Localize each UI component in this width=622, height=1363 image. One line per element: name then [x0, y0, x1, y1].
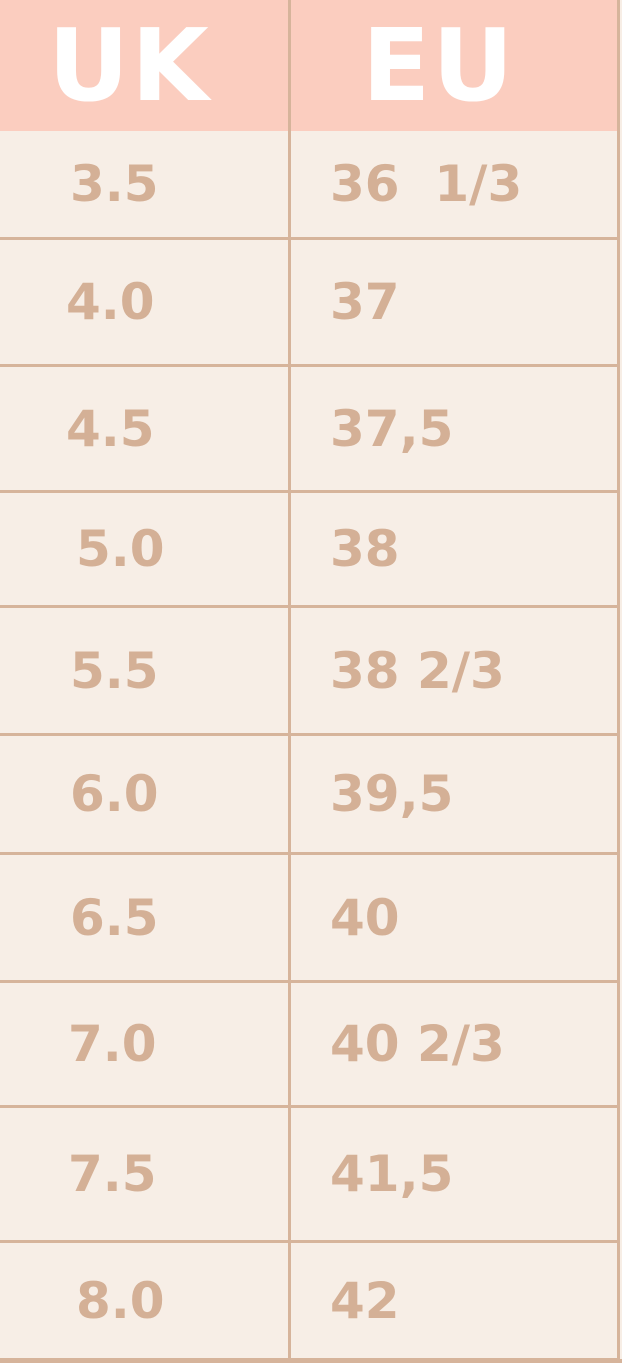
table-row: 4.5 37,5: [0, 367, 618, 493]
uk-size: 7.5: [68, 1145, 157, 1203]
uk-size: 6.0: [70, 765, 159, 823]
bottom-border: [0, 1359, 622, 1363]
column-divider: [288, 0, 291, 1363]
table-row: 6.0 39,5: [0, 736, 618, 855]
eu-size: 39,5: [330, 765, 454, 823]
uk-size: 4.0: [66, 273, 155, 331]
table-row: 5.0 38: [0, 493, 618, 608]
eu-size: 38 2/3: [330, 641, 505, 700]
eu-size: 41,5: [330, 1145, 454, 1203]
table-row: 3.5 36 1/3: [0, 131, 618, 240]
table-row: 5.5 38 2/3: [0, 608, 618, 736]
table-row: 8.0 42: [0, 1243, 618, 1361]
uk-size: 4.5: [66, 399, 155, 458]
uk-size: 5.0: [76, 520, 165, 578]
eu-size: 36 1/3: [330, 155, 523, 213]
eu-size: 37: [330, 273, 400, 331]
uk-size: 6.5: [70, 888, 159, 947]
table-row: 7.5 41,5: [0, 1108, 618, 1243]
uk-size: 5.5: [70, 641, 159, 700]
table-row: 6.5 40: [0, 855, 618, 983]
header-uk: UK: [48, 7, 211, 124]
eu-size: 42: [330, 1271, 400, 1330]
table-row: 7.0 40 2/3: [0, 983, 618, 1108]
eu-size: 40 2/3: [330, 1015, 505, 1073]
header-eu: EU: [362, 7, 516, 124]
eu-size: 40: [330, 888, 400, 947]
right-border: [617, 0, 620, 1363]
eu-size: 38: [330, 520, 400, 578]
uk-size: 3.5: [70, 155, 159, 213]
eu-size: 37,5: [330, 399, 454, 458]
uk-size: 8.0: [76, 1271, 165, 1330]
table-header: UK EU: [0, 0, 618, 131]
table-row: 4.0 37: [0, 240, 618, 367]
uk-size: 7.0: [68, 1015, 157, 1073]
